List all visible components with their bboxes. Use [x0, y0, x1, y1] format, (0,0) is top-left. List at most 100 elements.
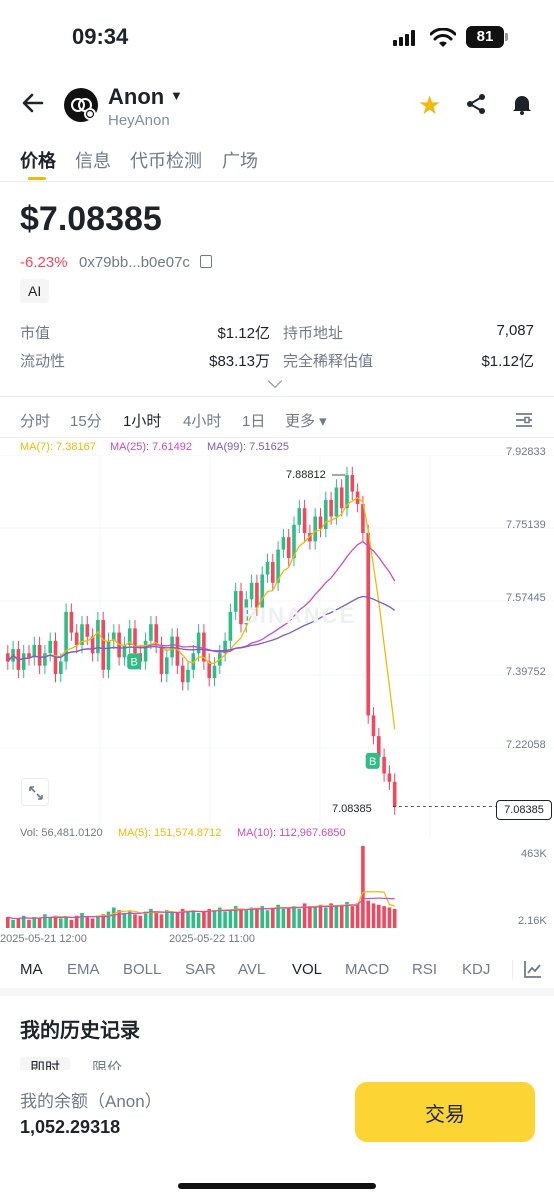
- watermark: BINANCE: [242, 603, 357, 628]
- indicator-avl[interactable]: AVL: [238, 961, 266, 978]
- interval-4h[interactable]: 4小时: [183, 413, 222, 430]
- stat-label-market-cap: 市值: [20, 325, 51, 342]
- stat-label-fdv: 完全稀释估值: [283, 353, 374, 370]
- bell-icon[interactable]: [510, 92, 534, 116]
- candle: [32, 644, 37, 658]
- candle: [223, 640, 227, 654]
- volume-tick-label: 463K: [521, 848, 547, 860]
- volume-bar: [271, 907, 275, 928]
- candle: [318, 516, 323, 529]
- tab-square[interactable]: 广场: [222, 151, 258, 171]
- candle: [175, 636, 180, 666]
- trade-button[interactable]: 交易: [355, 1082, 535, 1142]
- volume-bar: [74, 915, 79, 928]
- volume-bar: [186, 911, 190, 928]
- y-tick-label: 7.75139: [506, 519, 546, 531]
- volume-bar: [207, 908, 211, 928]
- volume-bar: [345, 902, 349, 928]
- volume-bar: [366, 900, 370, 928]
- candle: [329, 499, 333, 517]
- battery-icon: 81: [466, 26, 508, 48]
- candle: [59, 661, 63, 674]
- interval-15m[interactable]: 15分: [70, 413, 102, 430]
- volume-bar: [59, 918, 63, 928]
- category-tag[interactable]: AI: [20, 279, 50, 303]
- high-price-label: 7.88812: [286, 469, 326, 481]
- fullscreen-icon[interactable]: [21, 778, 49, 806]
- divider: [0, 437, 554, 438]
- interval-1h[interactable]: 1小时: [123, 413, 162, 430]
- interval-more[interactable]: 更多 ▾: [285, 413, 327, 430]
- copy-icon[interactable]: [200, 255, 212, 268]
- candle: [6, 653, 10, 662]
- candle: [297, 508, 302, 525]
- candlestick-chart[interactable]: BB: [0, 455, 554, 835]
- volume-bar: [265, 910, 270, 928]
- indicator-macd[interactable]: MACD: [345, 961, 390, 978]
- volume-bar: [355, 903, 360, 928]
- tab-token-check[interactable]: 代币检测: [130, 151, 202, 171]
- cellular-signal-icon: [393, 30, 417, 46]
- indicator-ema[interactable]: EMA: [67, 961, 100, 978]
- candle: [180, 665, 185, 683]
- interval-1d[interactable]: 1日: [242, 413, 266, 430]
- stat-label-liquidity: 流动性: [20, 353, 66, 370]
- ma25-legend: MA(25): 7.61492: [110, 441, 192, 453]
- volume-bar: [239, 908, 243, 928]
- indicator-kdj[interactable]: KDJ: [462, 961, 491, 978]
- candle: [281, 537, 286, 550]
- favorite-star-icon[interactable]: ★: [418, 90, 442, 120]
- chart-settings-icon[interactable]: [515, 412, 533, 428]
- tab-price[interactable]: 价格: [20, 151, 56, 171]
- indicator-sar[interactable]: SAR: [185, 961, 216, 978]
- token-name[interactable]: Anon: [108, 84, 165, 109]
- candle: [233, 591, 238, 612]
- indicator-settings-icon[interactable]: [524, 960, 542, 978]
- candle: [244, 599, 249, 625]
- contract-address[interactable]: 0x79bb...b0e07c: [79, 254, 190, 271]
- volume-bar: [133, 914, 137, 928]
- interval-timeline[interactable]: 分时: [20, 413, 51, 430]
- indicator-ma[interactable]: MA: [20, 961, 43, 978]
- volume-bar: [180, 908, 185, 928]
- volume-bar: [361, 846, 365, 928]
- tab-info[interactable]: 信息: [75, 151, 111, 171]
- y-tick-label: 7.57445: [506, 592, 546, 604]
- candle: [377, 736, 381, 757]
- candle: [69, 611, 74, 633]
- back-arrow-icon[interactable]: [20, 90, 46, 116]
- buy-marker-label: B: [131, 656, 138, 668]
- volume-bar: [339, 904, 344, 928]
- volume-bar: [32, 917, 37, 928]
- indicator-boll[interactable]: BOLL: [123, 961, 162, 978]
- volume-bar: [64, 917, 68, 928]
- volume-bar: [382, 906, 386, 928]
- expand-chevron-icon[interactable]: [267, 373, 283, 389]
- candle: [265, 562, 270, 575]
- volume-bar: [80, 912, 84, 928]
- volume-bar: [101, 914, 105, 928]
- ma7-legend: MA(7): 7.38167: [20, 441, 96, 453]
- candle: [143, 640, 148, 662]
- volume-bar: [249, 907, 254, 928]
- indicator-rsi[interactable]: RSI: [412, 961, 438, 978]
- token-dropdown-icon[interactable]: ▼: [170, 88, 183, 103]
- candle: [271, 562, 275, 583]
- volume-ma10-legend: MA(10): 112,967.6850: [237, 827, 346, 839]
- candle: [207, 661, 211, 679]
- stat-value-market-cap: $1.12亿: [217, 325, 270, 342]
- candle: [212, 665, 217, 679]
- last-price-label: 7.08385: [332, 803, 372, 815]
- volume-bar: [21, 915, 26, 928]
- volume-bar: [16, 918, 21, 928]
- volume-bar: [318, 904, 323, 928]
- section-divider: [0, 988, 554, 996]
- candle: [106, 640, 111, 670]
- volume-bar: [48, 917, 52, 928]
- volume-bar: [233, 906, 238, 928]
- volume-bar: [260, 906, 264, 928]
- candle: [101, 620, 105, 670]
- share-icon[interactable]: [464, 92, 488, 116]
- indicator-vol[interactable]: VOL: [292, 961, 323, 978]
- volume-bar: [324, 907, 328, 928]
